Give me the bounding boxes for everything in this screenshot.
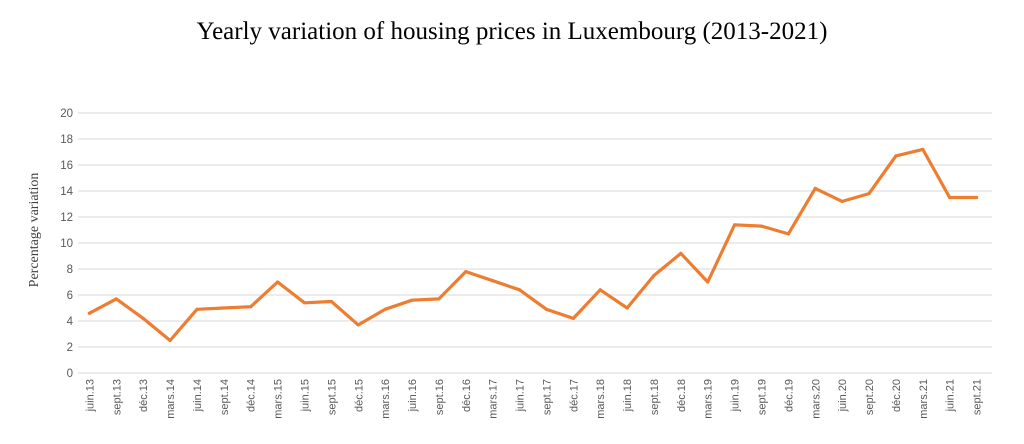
- x-tick-label: juin.14: [192, 379, 204, 412]
- data-point: [222, 306, 226, 310]
- data-point: [544, 307, 549, 311]
- y-axis-title: Percentage variation: [27, 173, 42, 288]
- data-point: [813, 186, 817, 190]
- data-point: [276, 280, 280, 284]
- data-point: [464, 270, 468, 274]
- data-point: [302, 301, 307, 305]
- x-tick-label: juin.17: [515, 379, 527, 412]
- x-tick-label: juin.13: [84, 379, 96, 412]
- data-point: [356, 323, 360, 327]
- data-point: [840, 199, 844, 203]
- data-point: [87, 311, 92, 315]
- y-tick-label: 4: [67, 316, 74, 328]
- data-point: [974, 195, 979, 200]
- y-tick-label: 16: [60, 160, 73, 172]
- x-tick-label: sept.14: [219, 379, 231, 415]
- y-axis-ticks: 0 2 4 6 8 10 12 14 16 18 20: [60, 108, 73, 380]
- data-point: [571, 316, 575, 320]
- y-tick-label: 6: [67, 290, 73, 302]
- x-tick-label: mars.14: [165, 379, 177, 419]
- data-point: [652, 273, 656, 278]
- x-tick-label: mars.19: [703, 379, 715, 419]
- y-tick-label: 0: [67, 368, 73, 380]
- x-axis-ticks: juin.13 sept.13 déc.13 mars.14 juin.14 sept.1…: [84, 379, 983, 419]
- data-point: [948, 195, 952, 200]
- data-point: [894, 154, 898, 158]
- x-tick-label: juin.20: [837, 379, 849, 412]
- x-tick-label: sept.13: [111, 379, 123, 415]
- x-tick-label: déc.14: [246, 379, 258, 412]
- gridlines: [78, 112, 992, 348]
- x-tick-label: déc.19: [783, 379, 795, 412]
- y-tick-label: 18: [60, 134, 73, 146]
- data-point: [195, 307, 199, 311]
- x-tick-label: sept.21: [972, 379, 984, 415]
- x-tick-label: déc.17: [568, 379, 580, 412]
- data-point: [517, 288, 522, 292]
- x-tick-label: mars.15: [273, 379, 285, 419]
- data-points: [87, 147, 979, 343]
- x-tick-label: mars.21: [918, 379, 930, 419]
- x-tick-label: déc.20: [891, 379, 903, 412]
- x-tick-label: déc.13: [138, 379, 150, 412]
- x-tick-label: sept.19: [757, 379, 769, 415]
- x-tick-label: sept.15: [326, 379, 338, 415]
- data-point: [733, 223, 737, 227]
- y-tick-label: 10: [60, 238, 73, 250]
- x-tick-label: sept.16: [434, 379, 446, 415]
- y-tick-label: 12: [60, 212, 73, 224]
- x-tick-label: mars.18: [595, 379, 607, 419]
- data-point: [437, 297, 441, 301]
- data-point: [625, 306, 629, 310]
- y-tick-label: 8: [67, 264, 73, 276]
- x-tick-label: juin.19: [730, 379, 742, 412]
- series-line: [87, 147, 979, 343]
- y-tick-label: 2: [67, 342, 73, 354]
- data-point: [168, 338, 172, 343]
- data-point: [383, 307, 387, 311]
- data-point: [706, 280, 710, 284]
- data-point: [410, 298, 414, 302]
- x-tick-label: juin.18: [622, 379, 634, 412]
- data-point: [249, 305, 253, 309]
- x-tick-label: mars.17: [488, 379, 500, 419]
- data-point: [786, 232, 790, 236]
- chart-title: Yearly variation of housing prices in Lu…: [196, 18, 828, 45]
- data-point: [867, 192, 871, 196]
- x-tick-label: sept.17: [541, 379, 553, 415]
- y-tick-label: 14: [60, 186, 73, 198]
- data-point: [598, 288, 602, 292]
- x-tick-label: déc.18: [676, 379, 688, 412]
- x-tick-label: déc.16: [461, 379, 473, 412]
- data-point: [759, 224, 764, 228]
- y-tick-label: 20: [60, 108, 73, 120]
- data-point: [679, 251, 683, 255]
- x-tick-label: juin.15: [300, 379, 312, 412]
- x-tick-label: déc.15: [353, 379, 365, 412]
- x-tick-label: juin.21: [945, 379, 957, 412]
- data-point: [921, 147, 925, 151]
- data-point: [141, 316, 145, 320]
- data-point: [329, 299, 333, 304]
- data-point: [114, 297, 118, 301]
- x-tick-label: sept.20: [864, 379, 876, 415]
- data-point: [491, 279, 495, 283]
- x-tick-label: sept.18: [649, 379, 661, 415]
- x-tick-label: juin.16: [407, 379, 419, 412]
- x-tick-label: mars.20: [810, 379, 822, 419]
- x-tick-label: mars.16: [380, 379, 392, 419]
